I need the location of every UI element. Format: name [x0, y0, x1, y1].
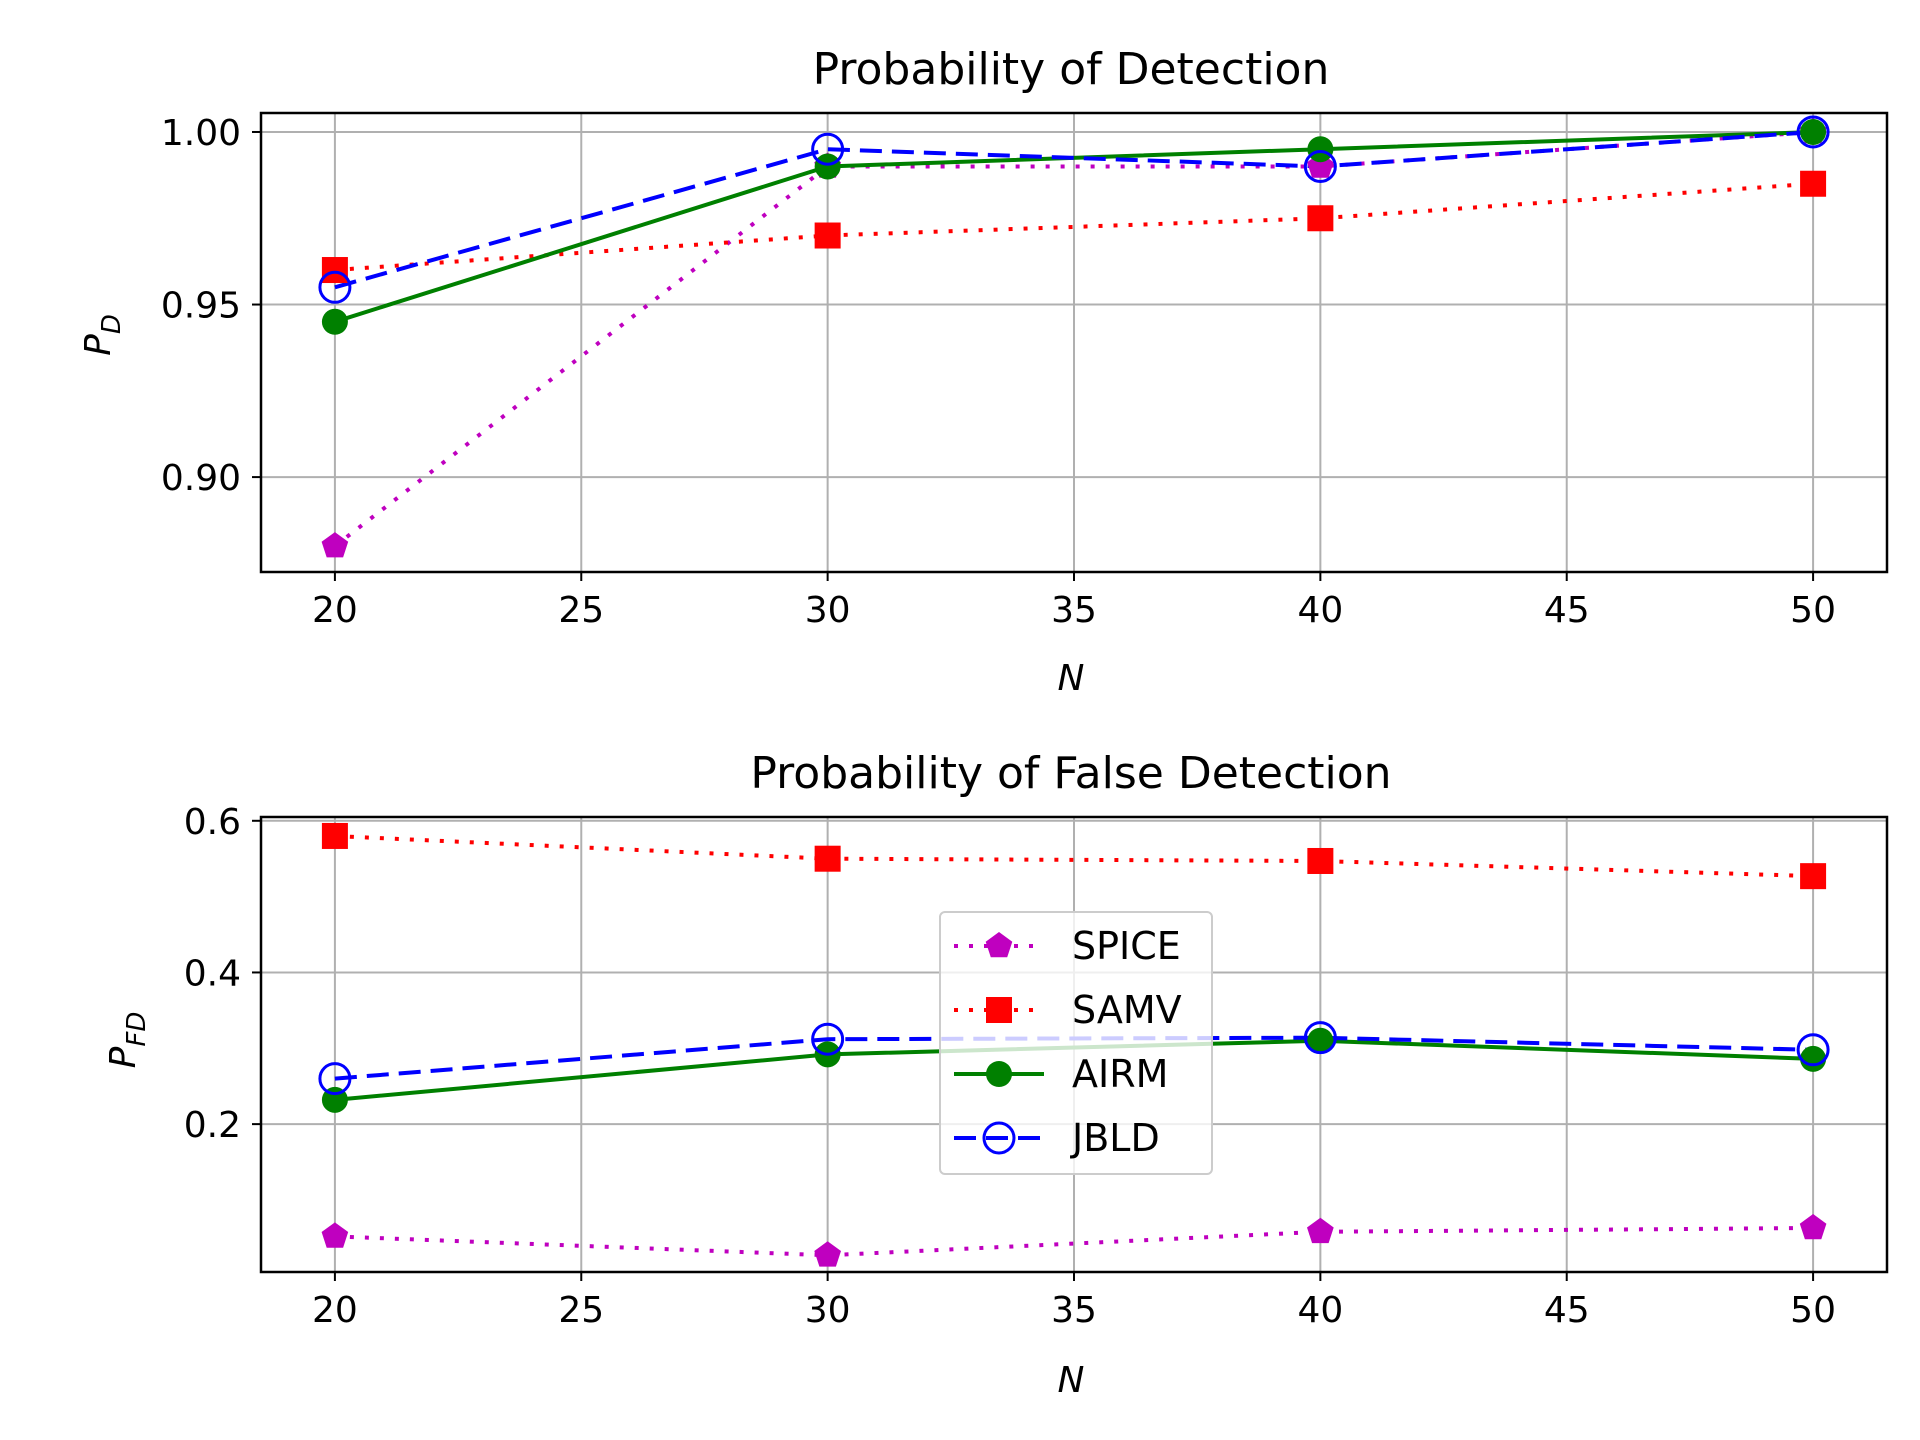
y-axis-label: PFD	[103, 1012, 152, 1069]
legend-label: JBLD	[1070, 1116, 1160, 1160]
data-point-jbld	[1303, 1021, 1337, 1055]
data-point-samv	[1800, 170, 1827, 197]
data-point-spice	[321, 532, 349, 558]
chart-probability-of-detection: Probability of Detection N PD 20 25 30 35 40…	[78, 44, 1889, 699]
y-axis-label-main: P	[78, 334, 119, 356]
x-tick-label: 30	[805, 590, 851, 631]
x-tick-label: 40	[1297, 590, 1343, 631]
legend-label: SAMV	[1072, 988, 1182, 1032]
x-axis-label: N	[1058, 1360, 1085, 1401]
data-point-spice	[1799, 1214, 1827, 1240]
y-axis-label-main: P	[103, 1046, 144, 1068]
series-line-samv	[334, 181, 1814, 272]
series-line-jbld	[334, 130, 1814, 290]
data-point-airm	[1307, 136, 1334, 163]
legend-label: AIRM	[1072, 1052, 1168, 1096]
data-point-jbld	[318, 1062, 352, 1096]
y-axis-label: PD	[78, 314, 127, 356]
data-point-samv	[1307, 847, 1334, 874]
data-point-samv	[1307, 205, 1334, 232]
legend-marker	[982, 1121, 1016, 1155]
y-axis-label-subscript: D	[97, 314, 127, 334]
data-point-jbld	[318, 270, 352, 304]
chart-probability-of-false-detection: Probability of False Detection N PFD 20 2…	[103, 748, 1889, 1401]
data-point-spice	[1307, 1217, 1334, 1244]
y-axis-label-subscript: FD	[122, 1012, 152, 1047]
x-axis-label: N	[1058, 658, 1085, 699]
data-point-airm	[1307, 1027, 1334, 1054]
y-tick-label: 0.6	[184, 802, 241, 843]
x-tick-label: 45	[1544, 1290, 1590, 1331]
data-point-jbld	[811, 1022, 845, 1056]
data-point-airm	[1800, 1045, 1827, 1072]
legend-marker	[986, 997, 1012, 1023]
data-point-jbld	[1796, 1033, 1830, 1067]
x-tick-label: 50	[1790, 1290, 1836, 1331]
data-point-samv	[1800, 863, 1827, 890]
x-tick-label: 25	[558, 1290, 604, 1331]
data-point-airm	[1800, 118, 1827, 145]
legend: SPICE SAMV AIRM JBLD	[939, 911, 1213, 1175]
chart-title: Probability of Detection	[813, 44, 1330, 95]
axes-frame	[259, 815, 1889, 1274]
legend-box	[939, 911, 1213, 1175]
data-point-spice	[321, 1222, 349, 1248]
legend-entry-samv: SAMV	[954, 988, 1182, 1032]
y-tick-label: 1.00	[161, 113, 241, 154]
x-tick-label: 45	[1544, 590, 1590, 631]
data-point-airm	[321, 308, 348, 335]
data-point-jbld	[1796, 115, 1830, 149]
y-tick-label: 0.4	[184, 953, 241, 994]
data-point-jbld	[1303, 149, 1337, 183]
y-tick-label: 0.2	[184, 1105, 241, 1146]
legend-marker	[986, 1061, 1012, 1087]
y-tick-label: 0.95	[161, 286, 241, 327]
data-point-airm	[814, 153, 841, 180]
data-point-samv	[321, 257, 348, 284]
legend-entry-airm: AIRM	[954, 1052, 1168, 1096]
x-tick-label: 20	[312, 590, 358, 631]
x-tick-label: 30	[805, 1290, 851, 1331]
legend-label: SPICE	[1072, 924, 1181, 968]
legend-entry-jbld: JBLD	[954, 1116, 1160, 1160]
chart-title: Probability of False Detection	[750, 748, 1391, 799]
x-tick-label: 20	[312, 1290, 358, 1331]
series-line-spice	[334, 1226, 1814, 1258]
x-tick-label: 35	[1051, 590, 1097, 631]
x-tick-label: 25	[558, 590, 604, 631]
legend-marker	[985, 932, 1013, 958]
legend-entry-spice: SPICE	[954, 924, 1181, 968]
y-tick-label: 0.90	[161, 458, 241, 499]
x-tick-label: 35	[1051, 1290, 1097, 1331]
data-point-samv	[814, 845, 841, 872]
series-line-airm	[334, 130, 1814, 324]
x-tick-label: 40	[1297, 1290, 1343, 1331]
series-line-samv	[334, 834, 1814, 879]
data-point-samv	[814, 222, 841, 249]
x-tick-label: 50	[1790, 590, 1836, 631]
data-point-jbld	[811, 132, 845, 166]
data-point-spice	[814, 1241, 841, 1267]
axes-frame	[259, 111, 1889, 574]
data-point-samv	[321, 822, 348, 849]
